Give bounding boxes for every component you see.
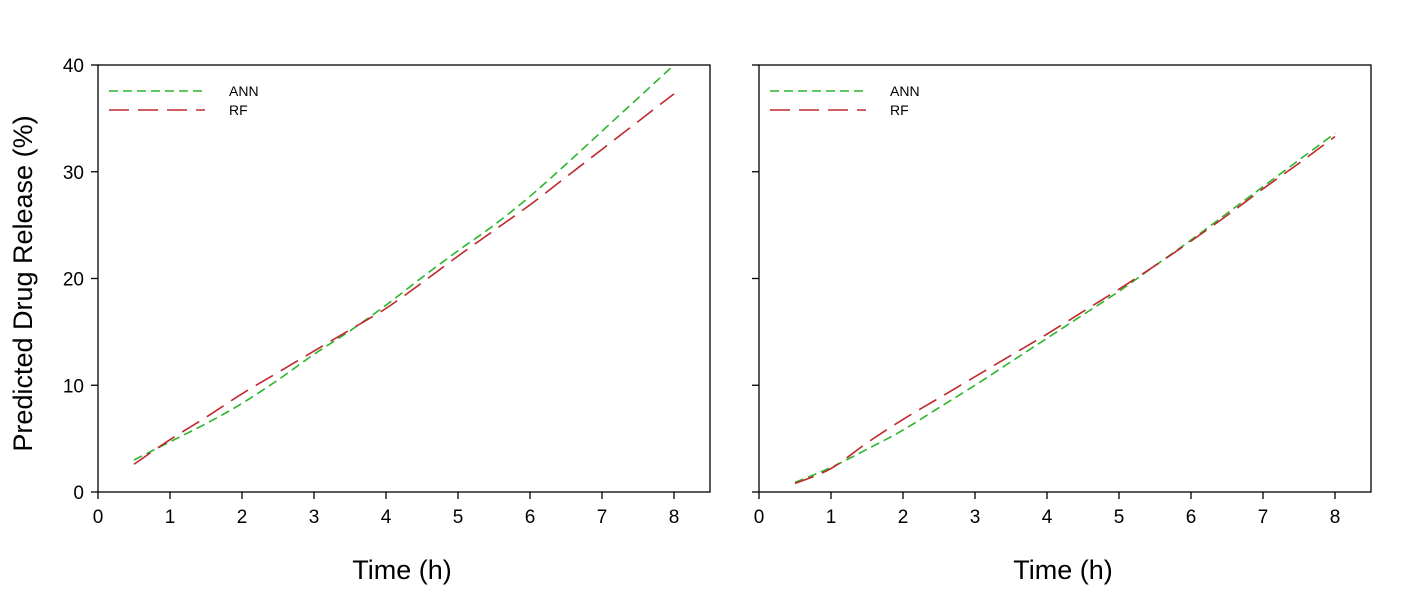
chart-panel-right: 0 1 2 3 4 5 6 7 8 Time (h) ANN RF: [752, 64, 1372, 585]
series-line-rf: [794, 135, 1336, 485]
x-tick-label: 8: [1330, 507, 1341, 528]
legend-label-ann: ANN: [229, 83, 259, 99]
x-tick-label: 6: [1186, 507, 1197, 528]
series-line-ann: [133, 64, 675, 461]
x-tick-label: 2: [237, 507, 248, 528]
y-tick-label: 0: [73, 483, 84, 504]
x-tick-label: 0: [93, 507, 104, 528]
y-tick-label: 10: [63, 376, 84, 397]
x-tick-label: 0: [754, 507, 765, 528]
legend-label-ann: ANN: [890, 83, 920, 99]
x-axis-title: Time (h): [1013, 555, 1113, 585]
y-tick-label: 20: [63, 270, 84, 291]
series-line-rf: [133, 93, 675, 465]
x-tick-label: 2: [898, 507, 909, 528]
x-tick-label: 5: [1114, 507, 1125, 528]
plot-frame: [758, 64, 1372, 493]
y-tick-label: 30: [63, 163, 84, 184]
series-line-ann: [794, 132, 1336, 484]
x-tick-label: 5: [453, 507, 464, 528]
legend-label-rf: RF: [890, 102, 909, 118]
x-tick-label: 4: [1042, 507, 1053, 528]
legend-label-rf: RF: [229, 102, 248, 118]
chart-panel-left: 0 1 2 3 4 5 6 7 8 0 10 20 30 40 Time (h) Predicted Drug…: [8, 56, 711, 585]
x-tick-label: 1: [826, 507, 837, 528]
x-tick-label: 3: [309, 507, 320, 528]
x-tick-label: 7: [597, 507, 608, 528]
x-tick-label: 1: [165, 507, 176, 528]
x-axis-title: Time (h): [352, 555, 452, 585]
x-tick-label: 8: [669, 507, 680, 528]
x-tick-label: 3: [970, 507, 981, 528]
y-axis-title: Predicted Drug Release (%): [8, 115, 38, 451]
x-tick-label: 6: [525, 507, 536, 528]
x-tick-label: 7: [1258, 507, 1269, 528]
x-tick-label: 4: [381, 507, 392, 528]
y-tick-label: 40: [63, 56, 84, 77]
